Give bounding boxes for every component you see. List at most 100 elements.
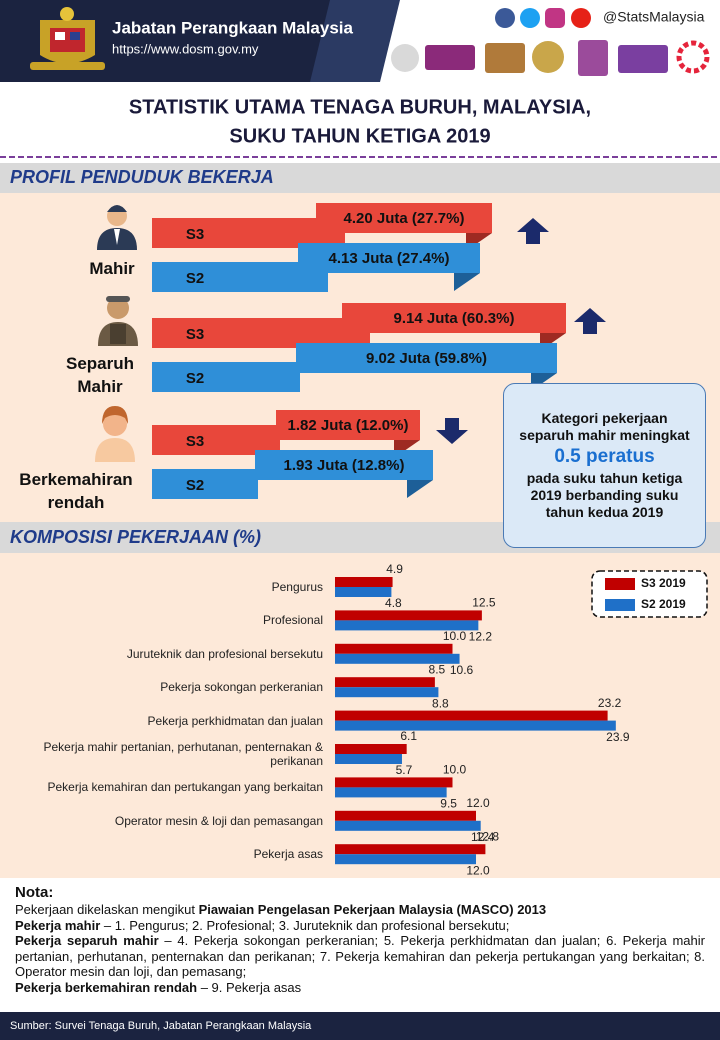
notes-paragraph: Pekerja separuh mahir – 4. Pekerja sokon…	[15, 933, 705, 980]
notes-text: – 4. Pekerja sokongan perkeranian; 5. Pe…	[15, 933, 705, 979]
ribbon-fold	[407, 480, 433, 498]
bar	[335, 754, 402, 764]
notes-term: Piawaian Pengelasan Pekerjaan Malaysia (…	[198, 902, 547, 917]
value-label: 12.8	[476, 829, 500, 843]
value-box	[298, 243, 480, 273]
row-name: S2	[186, 477, 204, 494]
value-label: 23.2	[598, 696, 622, 710]
value-label: 10.6	[450, 663, 474, 677]
bar	[335, 710, 608, 721]
org-name: Jabatan Perangkaan Malaysia	[112, 18, 354, 37]
instagram-icon[interactable]	[545, 8, 565, 28]
value-label: 12.0	[466, 863, 490, 877]
org-url[interactable]: https://www.dosm.gov.my	[112, 41, 259, 56]
row-name: S3	[186, 433, 204, 450]
youtube-icon[interactable]	[571, 8, 591, 28]
footer-bg	[0, 1012, 720, 1040]
value-box	[255, 450, 433, 480]
legend-label: S2 2019	[641, 597, 686, 611]
group-label: Berkemahiran rendah	[19, 470, 133, 512]
person-icon	[95, 406, 135, 462]
y-tick-label: Pengurus	[271, 580, 323, 594]
group-label: Separuh Mahir	[65, 354, 135, 396]
y-tick-label: Profesional	[262, 613, 323, 628]
row-value: 9.02 Juta (59.8%)	[366, 350, 487, 367]
bar	[335, 577, 393, 587]
y-tick-label: Pekerja mahir pertanian, perhutanan, pen…	[43, 740, 323, 768]
ribbon	[152, 469, 258, 499]
y-tick-label: Operator mesin & loji dan pemasangan	[114, 813, 323, 828]
value-label: 8.5	[429, 662, 446, 676]
row-name: S3	[186, 326, 204, 343]
value-label: 12.0	[466, 796, 490, 810]
row-value: 4.13 Juta (27.4%)	[329, 250, 450, 267]
row-name: S2	[186, 370, 204, 387]
value-label: 9.5	[440, 797, 457, 811]
bar	[335, 777, 453, 788]
trend-arrow	[517, 218, 549, 244]
value-box	[296, 343, 557, 373]
y-tick-label: Juruteknik dan profesional bersekutu	[126, 646, 323, 661]
legend-label: S3 2019	[641, 576, 686, 590]
value-label: 8.8	[432, 696, 449, 710]
bar	[335, 810, 476, 821]
facebook-icon[interactable]	[495, 8, 515, 28]
trend-arrow	[436, 418, 468, 444]
bar	[335, 820, 481, 831]
y-tick-label: Pekerja asas	[253, 847, 323, 862]
y-tick-label: Pekerja sokongan perkeranian	[160, 680, 323, 695]
row-name: S2	[186, 270, 204, 287]
legend-swatch	[605, 578, 635, 590]
section-band	[0, 163, 720, 193]
title-line: STATISTIK UTAMA TENAGA BURUH, MALAYSIA,	[129, 96, 591, 118]
footer-source: Sumber: Survei Tenaga Buruh, Jabatan Per…	[10, 1020, 312, 1032]
notes-text: – 9. Pekerja asas	[197, 979, 302, 995]
bar	[335, 687, 439, 698]
value-label: 5.7	[396, 763, 413, 777]
bar	[335, 653, 460, 664]
trend-arrow	[574, 308, 606, 334]
bar	[335, 643, 453, 654]
row-value: 9.14 Juta (60.3%)	[394, 310, 515, 327]
value-label: 10.0	[443, 763, 467, 777]
notes: Nota: Pekerjaan dikelaskan mengikut Piaw…	[0, 878, 720, 1012]
notes-term: Pekerja mahir	[15, 917, 101, 933]
callout: Kategori pekerjaan separuh mahir meningk…	[503, 383, 706, 548]
value-label: 12.5	[472, 596, 496, 610]
row-name: S3	[186, 226, 204, 243]
bar	[335, 744, 407, 754]
social-handle: @StatsMalaysia	[603, 9, 705, 25]
notes-term: Pekerja separuh mahir	[15, 933, 159, 948]
y-tick-label: Pekerja perkhidmatan dan jualan	[147, 713, 323, 728]
callout-text: Kategori pekerjaan separuh mahir meningk…	[519, 410, 690, 443]
value-box	[342, 303, 566, 333]
bar	[335, 787, 447, 798]
bar	[335, 844, 486, 855]
group-label: Mahir	[89, 259, 135, 278]
bar	[335, 854, 476, 865]
bar	[335, 587, 392, 597]
person-icon	[98, 296, 138, 346]
notes-paragraph: Pekerja berkemahiran rendah – 9. Pekerja…	[15, 980, 705, 996]
row-value: 1.82 Juta (12.0%)	[288, 417, 409, 434]
callout-highlight: 0.5 peratus	[554, 446, 655, 467]
title-line: SUKU TAHUN KETIGA 2019	[229, 125, 490, 147]
ribbon	[152, 362, 300, 392]
twitter-icon[interactable]	[520, 8, 540, 28]
y-tick-label: Pekerja kemahiran dan pertukangan yang b…	[47, 780, 323, 795]
notes-text: Pekerjaan dikelaskan mengikut	[15, 902, 199, 917]
value-label: 23.9	[606, 730, 630, 744]
value-box	[276, 410, 420, 440]
callout-text: pada suku tahun ketiga 2019 berbanding s…	[526, 470, 683, 520]
bar	[335, 720, 616, 731]
bar	[335, 620, 479, 631]
event-logos	[391, 40, 710, 76]
value-label: 12.2	[469, 630, 493, 644]
value-label: 10.0	[443, 629, 467, 643]
value-box	[316, 203, 492, 233]
notes-text: – 1. Pengurus; 2. Profesional; 3. Jurute…	[100, 917, 510, 933]
header-slant	[310, 0, 400, 82]
bar	[335, 610, 482, 621]
